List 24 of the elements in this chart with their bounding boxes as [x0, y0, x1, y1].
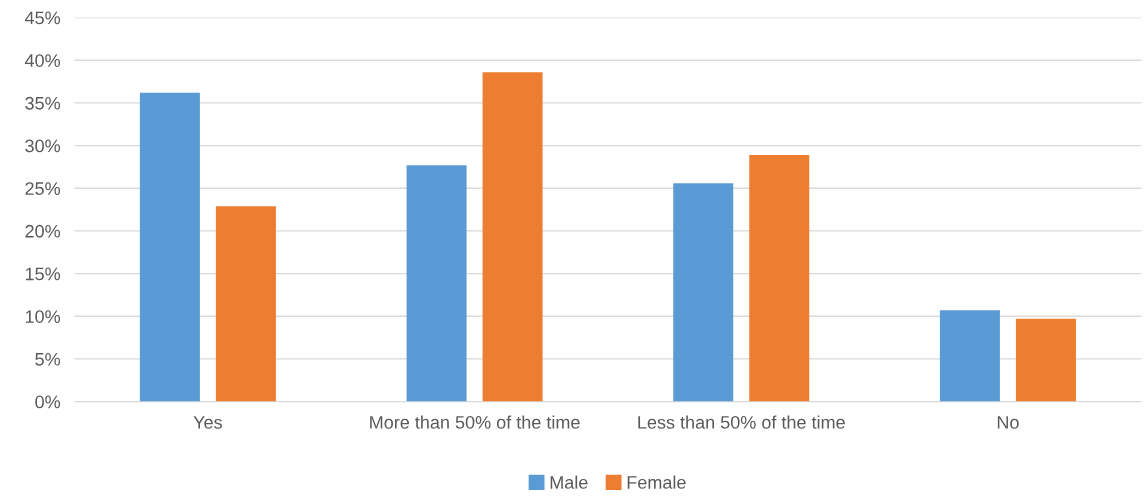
y-tick-label: 40% — [24, 54, 61, 67]
bar — [215, 206, 276, 402]
y-tick-label: 0% — [35, 395, 61, 409]
y-tick-label: 20% — [25, 224, 61, 238]
x-tick-label: Yes — [193, 416, 222, 429]
y-tick-label: 30% — [25, 139, 61, 153]
x-tick-label: More than 50% of the time — [370, 415, 580, 429]
y-tick-label: 10% — [25, 310, 61, 323]
bar — [482, 72, 543, 402]
x-tick-label: Less than 50% of the time — [638, 415, 845, 429]
legend-label: Male — [550, 475, 588, 489]
bar — [1015, 318, 1076, 402]
bar — [939, 310, 1000, 402]
bar — [673, 183, 734, 402]
y-tick-label: 25% — [25, 182, 61, 195]
y-tick-label: 15% — [25, 267, 61, 281]
legend-label: Female — [627, 475, 686, 489]
bar — [749, 154, 810, 402]
y-tick-label: 35% — [25, 96, 61, 110]
bar — [139, 92, 200, 402]
x-tick-label: No — [997, 416, 1019, 429]
bar — [406, 165, 467, 402]
y-tick-label: 45% — [24, 11, 61, 25]
y-tick-label: 5% — [35, 352, 61, 366]
